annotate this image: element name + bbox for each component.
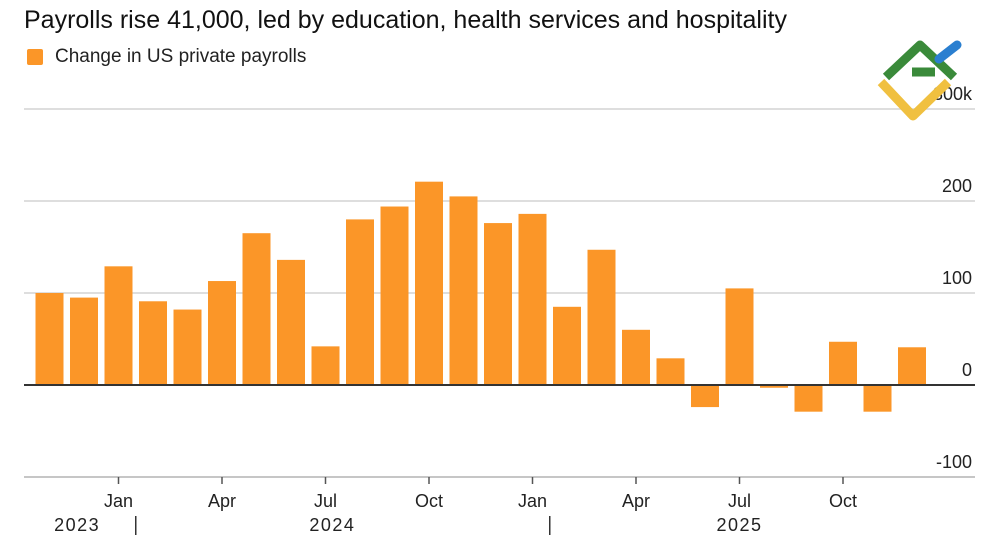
chart-title: Payrolls rise 41,000, led by education, … xyxy=(24,6,787,34)
bar-may-2025 xyxy=(656,358,685,385)
bar-dec-2025 xyxy=(898,347,926,385)
bar-mar-2024 xyxy=(173,309,202,385)
x-tick-label: Jul xyxy=(728,491,751,511)
x-tick-label: Apr xyxy=(622,491,650,511)
bar-feb-2024 xyxy=(139,301,167,385)
bar-oct-2025 xyxy=(829,341,857,385)
bar-apr-2024 xyxy=(208,281,236,385)
bar-jun-2025 xyxy=(691,385,719,408)
x-tick-label: Jul xyxy=(314,491,337,511)
logo-chevron-green xyxy=(882,40,958,81)
bar-nov-2023 xyxy=(35,293,64,385)
year-label: 2024 xyxy=(309,515,355,535)
y-tick-label: 100 xyxy=(942,268,972,288)
logo-chevron-yellow xyxy=(877,78,952,121)
bar-mar-2025 xyxy=(587,249,616,385)
bar-apr-2025 xyxy=(622,329,650,385)
y-tick-label: 200 xyxy=(942,176,972,196)
bar-jan-2024 xyxy=(104,266,133,385)
bar-jan-2025 xyxy=(518,213,547,385)
bar-layer xyxy=(35,181,926,412)
bar-aug-2025 xyxy=(760,385,788,388)
brand-logo xyxy=(877,40,962,121)
bar-aug-2024 xyxy=(346,219,374,385)
bar-nov-2024 xyxy=(449,196,478,385)
bar-sep-2024 xyxy=(380,206,409,385)
bar-feb-2025 xyxy=(553,306,581,385)
x-tick-label: Apr xyxy=(208,491,236,511)
legend-label: Change in US private payrolls xyxy=(55,46,307,67)
year-label: 2025 xyxy=(716,515,762,535)
bar-jun-2024 xyxy=(277,259,305,385)
bar-sep-2025 xyxy=(794,385,823,412)
x-tick-label: Jan xyxy=(104,491,133,511)
bar-jul-2024 xyxy=(311,346,340,385)
bar-nov-2025 xyxy=(863,385,892,412)
bar-dec-2024 xyxy=(484,223,512,385)
x-tick-label: Jan xyxy=(518,491,547,511)
x-tick-label: Oct xyxy=(415,491,443,511)
y-tick-label: -100 xyxy=(936,452,972,472)
bar-oct-2024 xyxy=(415,181,443,385)
bar-dec-2023 xyxy=(70,297,98,385)
bar-may-2024 xyxy=(242,233,271,385)
logo-accent-blue xyxy=(934,40,962,64)
legend-swatch xyxy=(27,49,43,65)
y-tick-label: 0 xyxy=(962,360,972,380)
chart-legend: Change in US private payrolls xyxy=(27,46,306,68)
x-tick-label: Oct xyxy=(829,491,857,511)
year-label: 2023 xyxy=(54,515,100,535)
bar-jul-2025 xyxy=(725,288,754,385)
